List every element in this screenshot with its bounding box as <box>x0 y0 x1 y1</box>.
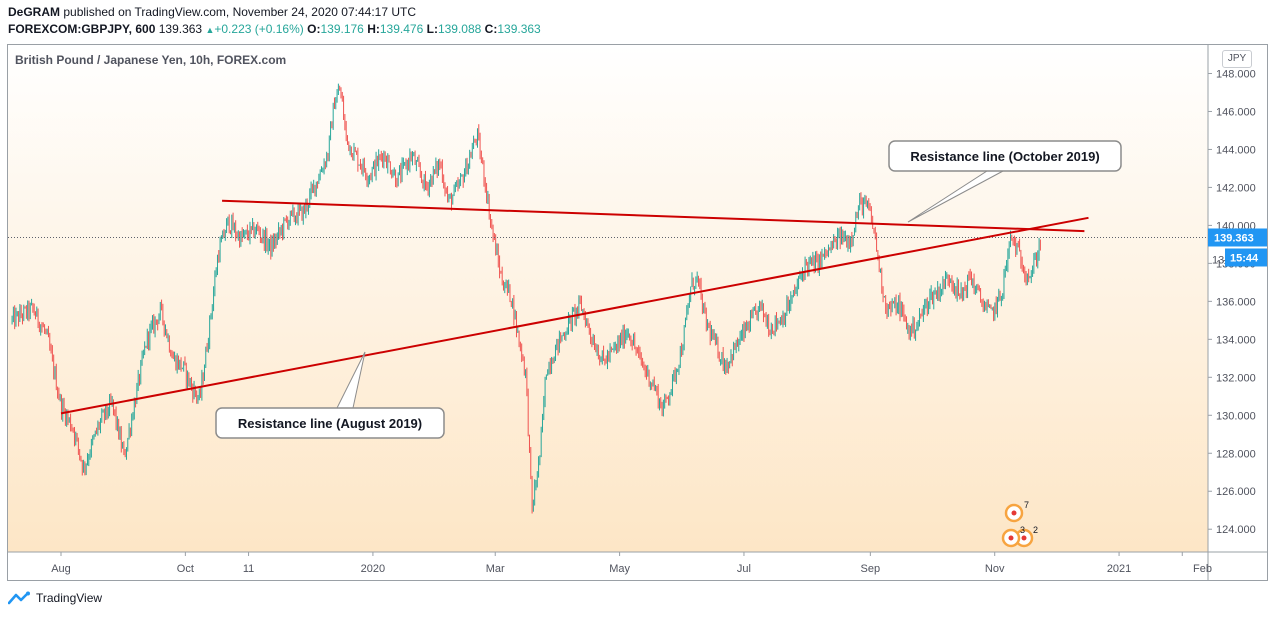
price-change: +0.223 (+0.16%) <box>214 22 304 36</box>
event-count: 2 <box>1033 525 1038 535</box>
callout-label: Resistance line (August 2019) <box>238 416 422 431</box>
chart-header: DeGRAM published on TradingView.com, Nov… <box>8 4 541 39</box>
y-tick-label: 144.000 <box>1216 144 1256 156</box>
close-label: C: <box>484 22 498 36</box>
high-value: 139.476 <box>379 22 424 36</box>
event-dot <box>1008 535 1014 541</box>
tradingview-logo-icon[interactable] <box>8 591 32 605</box>
event-dot <box>1011 510 1017 516</box>
symbol-label[interactable]: FOREXCOM:GBPJPY, 600 <box>8 22 156 36</box>
quote-line: FOREXCOM:GBPJPY, 600 139.363 ▲+0.223 (+0… <box>8 21 541 39</box>
x-tick-label: Jul <box>737 563 751 575</box>
publish-line: DeGRAM published on TradingView.com, Nov… <box>8 4 541 21</box>
y-tick-label: 128.000 <box>1216 448 1256 460</box>
x-tick-label: 2020 <box>361 563 385 575</box>
resistance-line[interactable] <box>222 199 1085 233</box>
high-label: H: <box>367 22 380 36</box>
y-tick-label: 148.000 <box>1216 68 1256 80</box>
event-dot <box>1021 535 1027 541</box>
footer: TradingView <box>8 591 102 605</box>
currency-button[interactable]: JPY <box>1222 50 1252 68</box>
callout-box[interactable] <box>215 407 445 439</box>
y-tick-label: 134.000 <box>1216 334 1256 346</box>
price-label: 139.363 <box>1214 232 1254 244</box>
publish-info: published on TradingView.com, November 2… <box>63 5 417 19</box>
partial-tick-label: 13 <box>1212 255 1224 267</box>
callout-box[interactable] <box>888 140 1122 172</box>
x-tick-label: May <box>609 563 630 575</box>
callout-label: Resistance line (October 2019) <box>910 149 1099 164</box>
x-tick-label: Oct <box>177 563 194 575</box>
y-tick-label: 126.000 <box>1216 486 1256 498</box>
price-label-bg <box>1208 228 1268 247</box>
x-tick-label: 11 <box>243 563 254 575</box>
pane-title: British Pound / Japanese Yen, 10h, FOREX… <box>15 53 287 67</box>
price-axis[interactable]: 124.000 126.000 128.000 130.000 132.000 134.0… <box>1208 68 1268 536</box>
y-tick-label: 142.000 <box>1216 182 1256 194</box>
x-tick-label: Mar <box>486 563 505 575</box>
y-tick-label: 136.000 <box>1216 296 1256 308</box>
resistance-line[interactable] <box>60 216 1089 415</box>
countdown-label: 15:44 <box>1230 252 1259 264</box>
time-axis[interactable]: Aug Oct 11 2020 Mar May Jul Sep Nov 2021 Feb <box>51 552 1212 575</box>
low-value: 139.088 <box>437 22 482 36</box>
x-tick-label: Aug <box>51 563 71 575</box>
event-count: 3 <box>1020 525 1025 535</box>
annotation-layer: Resistance line (August 2019) Resistance … <box>60 140 1122 439</box>
x-tick-label: Nov <box>985 563 1005 575</box>
close-value: 139.363 <box>497 22 541 36</box>
countdown-bg <box>1225 248 1268 267</box>
event-count: 7 <box>1024 500 1029 510</box>
y-tick-label: 146.000 <box>1216 106 1256 118</box>
event-markers[interactable]: 7 23 <box>1001 500 1038 548</box>
candles-layer <box>8 83 1208 514</box>
up-arrow-icon: ▲ <box>205 25 215 35</box>
low-label: L: <box>426 22 438 36</box>
y-tick-label: 132.000 <box>1216 372 1256 384</box>
last-price: 139.363 <box>158 22 203 36</box>
x-tick-label: Feb <box>1193 563 1212 575</box>
x-tick-label: Sep <box>861 563 881 575</box>
chart-frame <box>7 44 1268 581</box>
open-label: O: <box>307 22 321 36</box>
y-tick-label: 124.000 <box>1216 524 1256 536</box>
author-name[interactable]: DeGRAM <box>8 5 61 19</box>
footer-brand[interactable]: TradingView <box>36 591 103 605</box>
open-value: 139.176 <box>320 22 364 36</box>
x-tick-label: 2021 <box>1107 563 1131 575</box>
y-tick-label: 130.000 <box>1216 410 1256 422</box>
plot-background <box>8 45 1208 552</box>
